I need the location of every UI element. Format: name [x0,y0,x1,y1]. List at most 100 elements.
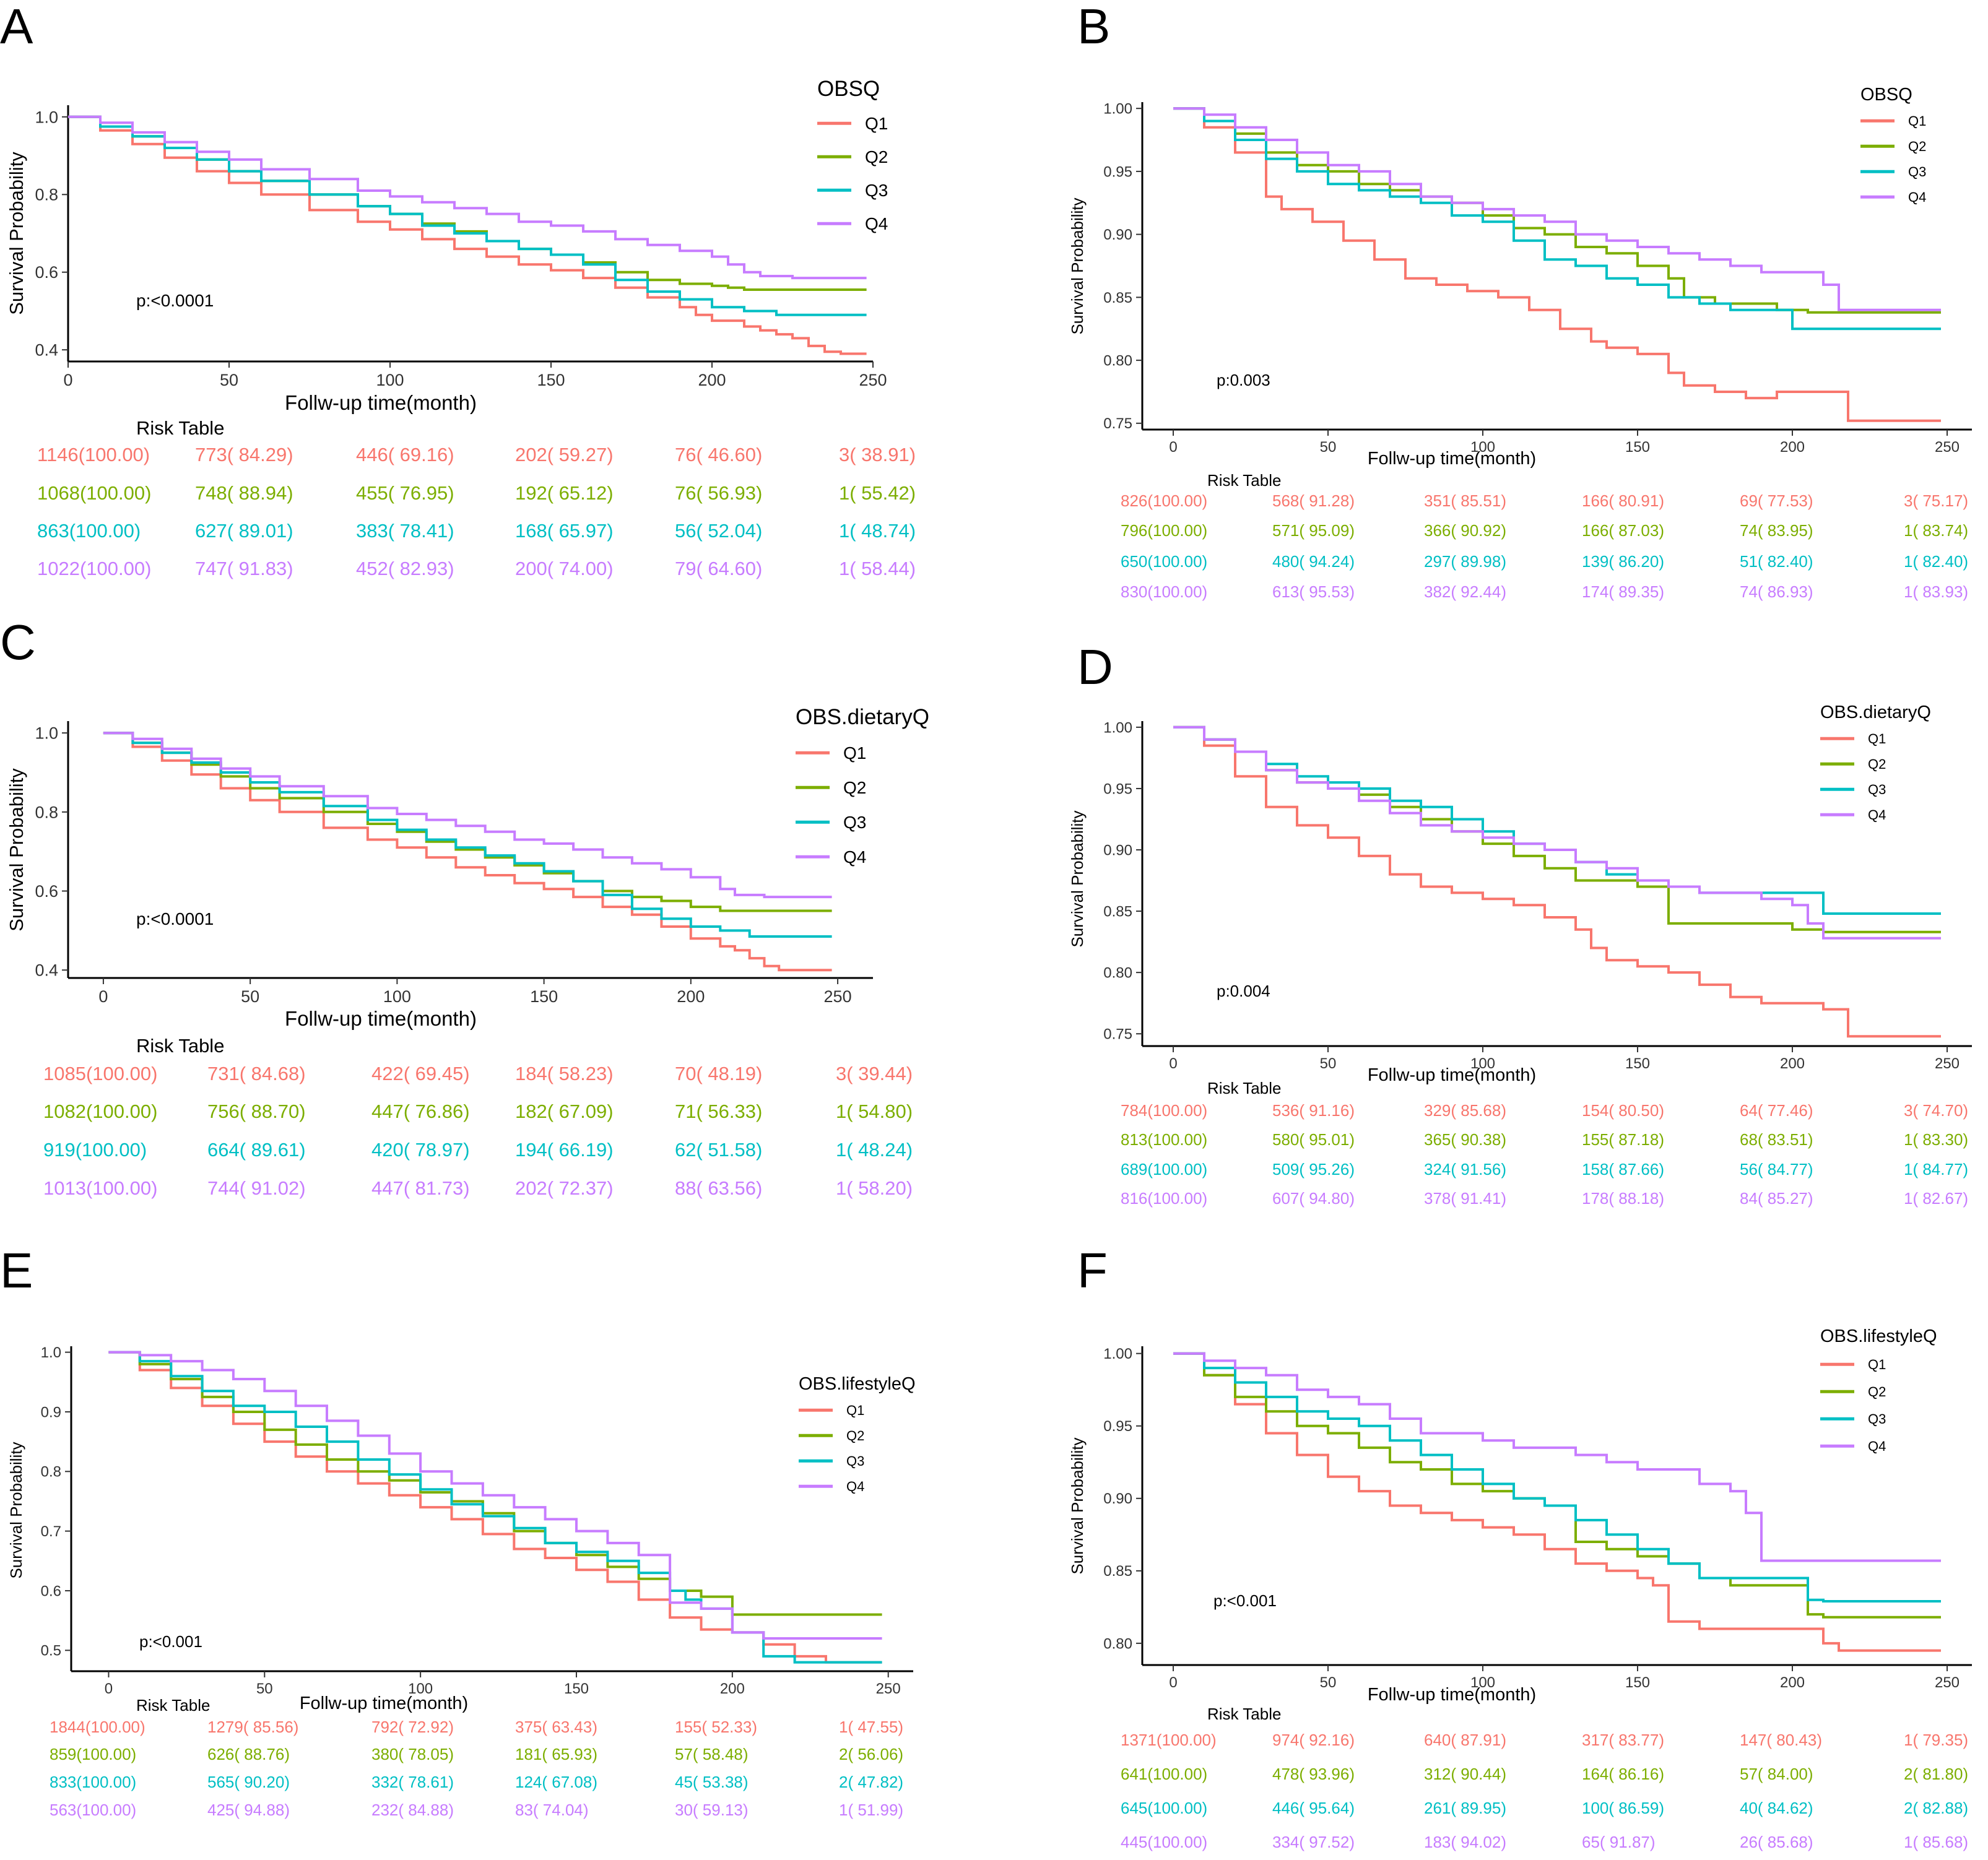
panel-d-x-tick-label: 250 [1935,1055,1960,1072]
panel-d-legend-label-q1: Q1 [1868,731,1886,746]
panel-c-curve-q3 [103,732,832,938]
panel-c-legend-label-q1: Q1 [843,743,866,763]
panel-f-y-tick-label: 1.00 [1103,1346,1132,1362]
panel-c-legend-label-q3: Q3 [843,813,866,832]
panel-a-risk-cell-q1: 1146(100.00) [37,444,150,465]
panel-a-risk-cell-q2: 192( 65.12) [515,482,614,504]
panel-d-risk-cell-q3: 56( 84.77) [1740,1160,1813,1179]
panel-f-risk-cell-q4: 445(100.00) [1121,1833,1207,1851]
panel-a-y-tick-label: 1.0 [35,108,58,126]
panel-d-risk-cell-q1: 154( 80.50) [1582,1101,1664,1120]
panel-b-risk-cell-q3: 650(100.00) [1121,552,1207,571]
panel-a-pvalue: p:<0.0001 [136,291,214,310]
panel-b-legend-label-q4: Q4 [1908,189,1926,205]
panel-e-x-tick-label: 100 [408,1680,433,1697]
panel-b-risk-cell-q2: 796(100.00) [1121,521,1207,540]
panel-a-legend-label-q4: Q4 [865,214,888,233]
panel-d-curve-q4 [1173,725,1941,940]
panel-f-risk-cell-q1: 640( 87.91) [1424,1731,1506,1749]
panel-d-x-tick-label: 0 [1169,1055,1177,1072]
panel-c-risk-cell-q2: 1( 54.80) [836,1101,913,1122]
panel-d-risk-cell-q4: 1( 82.67) [1904,1189,1968,1208]
panel-c-risk-cell-q3: 664( 89.61) [207,1139,306,1161]
panel-f-risk-cell-q4: 26( 85.68) [1740,1833,1813,1851]
panel-c: C 0 50 100 150 200 250 0.4 0.6 0.8 1.0 Follw-up tim… [0,615,929,1199]
panel-d-x-tick-label: 50 [1320,1055,1337,1072]
panel-e-legend-label-q1: Q1 [846,1403,864,1418]
panel-a-x-axis-title: Follw-up time(month) [285,391,477,414]
panel-b-risk-cell-q1: 3( 75.17) [1904,491,1968,510]
panel-c-risk-cell-q1: 1085(100.00) [43,1063,157,1084]
panel-e: E 0 50 100 150 200 250 0.5 0.6 0.7 0.8 0.9 1.0 Follw-… [0,1243,916,1819]
panel-b: B 0 50 100 150 200 250 0.75 0.80 0.85 0.90 0.95 1.00… [1068,0,1972,601]
panel-f-curve-q3 [1173,1352,1941,1603]
panel-d-label: D [1077,639,1113,694]
panel-d-y-axis-title: Survival Probability [1068,810,1087,947]
panel-c-risk-cell-q4: 744( 91.02) [207,1177,306,1199]
panel-b-y-tick-label: 1.00 [1103,101,1132,118]
panel-e-risk-cell-q4: 30( 59.13) [675,1801,749,1819]
panel-b-risk-cell-q3: 1( 82.40) [1904,552,1968,571]
panel-a-curve-q1 [68,115,867,355]
panel-b-risk-cell-q1: 351( 85.51) [1424,491,1506,510]
panel-d-risk-cell-q1: 3( 74.70) [1904,1101,1968,1120]
panel-b-legend-title: OBSQ [1860,85,1912,105]
panel-f-y-tick-label: 0.80 [1103,1635,1132,1652]
panel-c-risk-cell-q4: 202( 72.37) [515,1177,614,1199]
panel-c-x-tick-label: 150 [530,987,558,1006]
panel-e-risk-cell-q1: 792( 72.92) [371,1718,454,1736]
panel-d-risk-cell-q1: 64( 77.46) [1740,1101,1813,1120]
panel-b-risk-cell-q2: 1( 83.74) [1904,521,1968,540]
panel-f-risk-cell-q4: 1( 85.68) [1904,1833,1968,1851]
panel-f-y-tick-label: 0.90 [1103,1490,1132,1507]
panel-d-risk-cell-q3: 324( 91.56) [1424,1160,1506,1179]
panel-b-risk-cell-q3: 297( 89.98) [1424,552,1506,571]
panel-d-y-tick-label: 0.85 [1103,903,1132,920]
panel-e-risk-cell-q2: 380( 78.05) [371,1745,454,1763]
panel-f-risk-cell-q1: 1371(100.00) [1121,1731,1217,1749]
panel-a: A 0 50 100 150 200 250 0.4 0.6 0.8 1.0 Follw-up tim… [0,0,916,579]
panel-a-risk-cell-q1: 76( 46.60) [675,444,762,465]
panel-a-x-tick-label: 200 [698,371,726,389]
panel-c-risk-cell-q4: 1013(100.00) [43,1177,157,1199]
panel-e-y-tick-label: 0.6 [41,1583,61,1599]
panel-e-risk-cell-q1: 1( 47.55) [839,1718,903,1736]
panel-a-risk-cell-q1: 773( 84.29) [195,444,293,465]
panel-f-legend-label-q1: Q1 [1868,1357,1886,1372]
panel-a-risk-cell-q4: 1022(100.00) [37,558,151,579]
panel-a-curve-q4 [68,115,867,280]
panel-a-risk-cell-q1: 202( 59.27) [515,444,614,465]
panel-d-curve-q3 [1173,725,1941,915]
panel-e-risk-cell-q4: 83( 74.04) [515,1801,589,1819]
panel-e-y-tick-label: 0.7 [41,1523,61,1540]
panel-f-risk-cell-q3: 40( 84.62) [1740,1799,1813,1817]
panel-f-x-tick-label: 100 [1470,1674,1495,1691]
panel-b-x-tick-label: 100 [1470,439,1495,456]
panel-b-risk-cell-q1: 568( 91.28) [1272,491,1355,510]
panel-b-risk-cell-q4: 174( 89.35) [1582,582,1664,601]
panel-a-risk-cell-q3: 383( 78.41) [356,520,454,542]
panel-c-risk-cell-q4: 447( 81.73) [371,1177,470,1199]
panel-f-x-tick-label: 200 [1780,1674,1805,1691]
panel-e-risk-cell-q2: 626( 88.76) [207,1745,290,1763]
panel-b-x-tick-label: 250 [1935,439,1960,456]
panel-a-risk-cell-q4: 1( 58.44) [839,558,916,579]
panel-e-y-tick-label: 0.8 [41,1464,61,1481]
panel-b-legend-label-q2: Q2 [1908,139,1926,154]
panel-e-legend-label-q4: Q4 [846,1479,864,1494]
panel-d-risk-cell-q3: 158( 87.66) [1582,1160,1664,1179]
panel-f-risk-cell-q4: 183( 94.02) [1424,1833,1506,1851]
panel-c-risk-cell-q2: 447( 76.86) [371,1101,470,1122]
panel-e-x-tick-label: 200 [720,1680,745,1697]
panel-f-risk-cell-q1: 147( 80.43) [1740,1731,1822,1749]
panel-f-risk-cell-q2: 57( 84.00) [1740,1765,1813,1783]
panel-e-risk-cell-q1: 1279( 85.56) [207,1718,298,1736]
panel-f-y-tick-label: 0.95 [1103,1418,1132,1435]
panel-c-x-tick-label: 200 [677,987,705,1006]
panel-e-risk-cell-q1: 375( 63.43) [515,1718,597,1736]
panel-a-risk-cell-q2: 1( 55.42) [839,482,916,504]
panel-b-y-tick-label: 0.85 [1103,290,1132,306]
panel-c-risk-cell-q1: 422( 69.45) [371,1063,470,1084]
panel-a-risk-table-title: Risk Table [136,417,224,439]
panel-e-curve-q4 [108,1351,882,1640]
